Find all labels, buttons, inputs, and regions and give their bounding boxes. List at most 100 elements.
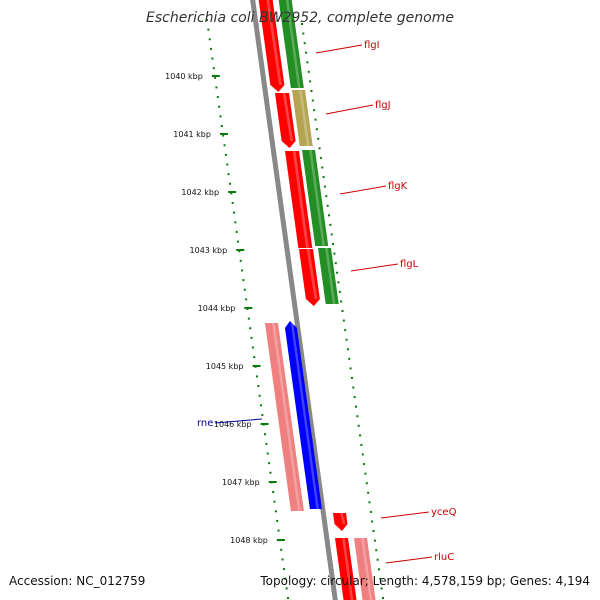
- tick-dot: [237, 240, 240, 243]
- tick-dot: [371, 520, 374, 523]
- tick-dot: [280, 548, 283, 551]
- tick-dot: [341, 310, 344, 312]
- gene-label-flgI[interactable]: flgI: [364, 40, 380, 51]
- tick-dot: [305, 51, 308, 54]
- tick-dot: [242, 279, 245, 282]
- feature-highlight: [299, 90, 310, 146]
- tick-dot: [376, 558, 379, 561]
- tick-dot: [332, 243, 335, 246]
- tick-dot: [338, 290, 341, 293]
- kbp-tick-label: 1046 kbp: [214, 420, 252, 429]
- tick-dot: [367, 491, 370, 494]
- genome-backbone: [250, 0, 338, 600]
- tick-dot: [353, 396, 356, 399]
- tick-dot: [215, 86, 218, 89]
- tick-dot: [346, 348, 349, 351]
- tick-dot: [375, 549, 378, 552]
- tick-dot: [368, 501, 371, 504]
- gene-bar-rluC[interactable]: [335, 538, 357, 600]
- gene-label-rluC[interactable]: rluC: [434, 552, 454, 563]
- tick-dot: [314, 118, 317, 121]
- tick-dot: [214, 76, 217, 79]
- feature-highlight: [290, 321, 319, 509]
- gene-bar-rne[interactable]: [284, 321, 322, 509]
- tick-dot: [317, 137, 320, 140]
- tick-dot: [274, 510, 277, 513]
- gene-bar-flgI[interactable]: [275, 93, 296, 148]
- gene-leader-line: [380, 511, 430, 519]
- kbp-tick-label: 1043 kbp: [190, 246, 228, 255]
- tick-dot: [257, 385, 260, 388]
- tick-dot: [355, 405, 357, 408]
- gene-label-flgL[interactable]: flgL: [400, 259, 419, 270]
- gene-leader-line: [315, 44, 363, 54]
- tick-dot: [379, 577, 382, 580]
- feature-highlight: [361, 538, 373, 600]
- tick-dot: [231, 202, 234, 205]
- tick-dot: [287, 597, 289, 599]
- gene-label-yceQ[interactable]: yceQ: [431, 507, 457, 518]
- feature-track[interactable]: [258, 0, 376, 600]
- gene-bar-yceQ[interactable]: [333, 513, 348, 531]
- gene-bar-reverse-1[interactable]: [278, 0, 304, 88]
- feature-highlight: [266, 0, 282, 85]
- tick-dot: [219, 115, 222, 118]
- tick-dot: [330, 233, 333, 236]
- gene-bar-flgH[interactable]: [258, 0, 285, 92]
- tick-dot: [239, 259, 242, 262]
- feature-highlight: [342, 538, 354, 600]
- gene-bar-pink-1[interactable]: [265, 323, 304, 511]
- kbp-tick-label: 1048 kbp: [230, 536, 268, 545]
- tick-dot: [255, 375, 258, 378]
- tick-dot: [319, 156, 322, 159]
- feature-highlight: [272, 323, 301, 511]
- gene-label-flgJ[interactable]: flgJ: [375, 100, 391, 111]
- kbp-tick-label: 1041 kbp: [173, 130, 211, 139]
- tick-dot: [303, 42, 306, 45]
- tick-dot: [268, 462, 271, 465]
- kbp-tick-label: 1044 kbp: [198, 304, 236, 313]
- tick-dot: [250, 336, 253, 339]
- tick-dot: [307, 70, 310, 73]
- tick-dot: [337, 281, 340, 284]
- tick-dot: [220, 124, 223, 127]
- gene-label-flgK[interactable]: flgK: [388, 181, 408, 192]
- feature-highlight: [292, 151, 309, 248]
- gene-bar-flgJ[interactable]: [285, 151, 313, 248]
- tick-dot: [273, 500, 276, 503]
- tick-dot: [211, 57, 214, 60]
- tick-dot: [207, 28, 210, 31]
- tick-dot: [226, 163, 229, 166]
- tick-dot: [218, 105, 221, 108]
- tick-dot: [318, 147, 321, 150]
- tick-dot: [361, 453, 364, 456]
- tick-dot: [365, 482, 368, 485]
- gene-bar-pink-2[interactable]: [354, 538, 376, 600]
- tick-dot: [210, 47, 213, 50]
- kbp-tick-labels: 1040 kbp 1041 kbp 1042 kbp 1043 kbp 1044 kbp…: [165, 72, 285, 545]
- tick-dot: [334, 262, 337, 265]
- gene-label-rne[interactable]: rne: [197, 418, 213, 429]
- tick-dot: [322, 176, 325, 179]
- gene-bar-flgK[interactable]: [299, 249, 320, 306]
- gene-bar-reverse-2[interactable]: [302, 150, 329, 246]
- tick-dot: [245, 298, 248, 301]
- tick-dot: [336, 271, 339, 274]
- tick-dot: [313, 109, 316, 112]
- tick-dot: [326, 204, 329, 207]
- accession-text: Accession: NC_012759: [9, 574, 146, 588]
- tick-dot: [264, 433, 267, 436]
- tick-dot: [356, 415, 359, 418]
- tick-dot: [222, 134, 225, 137]
- tick-dot: [333, 252, 336, 255]
- tick-dot: [281, 558, 284, 561]
- gene-bar-reverse-3[interactable]: [318, 248, 339, 304]
- kbp-tick-label: 1047 kbp: [222, 478, 260, 487]
- tick-dot: [223, 144, 226, 147]
- gene-bar-olive[interactable]: [292, 90, 313, 146]
- tick-dot: [276, 519, 279, 522]
- map-title: Escherichia coli BW2952, complete genome: [146, 10, 454, 26]
- tick-dot: [382, 597, 384, 599]
- tick-dot: [258, 394, 261, 397]
